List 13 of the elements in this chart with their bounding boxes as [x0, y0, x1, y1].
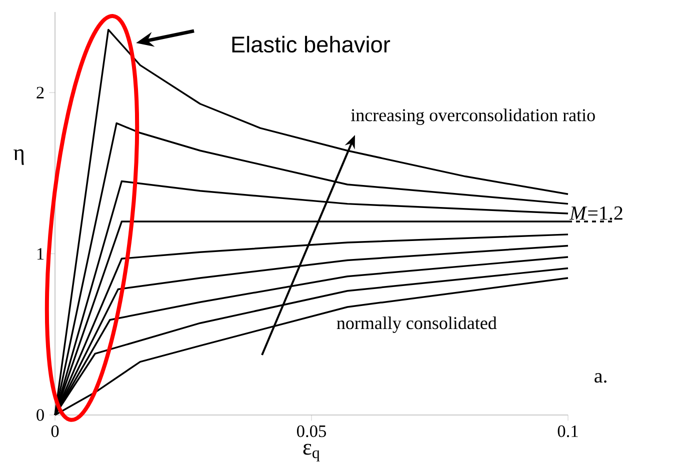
ref-line-label: M=1.2 — [569, 206, 622, 220]
y-tick-label: 1 — [37, 248, 44, 260]
y-tick-label: 2 — [36, 86, 44, 98]
x-tick-label: 0.05 — [297, 425, 326, 438]
x-tick-label: 0.1 — [558, 425, 578, 438]
annotation: Elastic behavior — [232, 36, 390, 53]
text: a. — [594, 373, 606, 383]
y-tick-label: 0 — [36, 409, 44, 421]
annotation: normally consolidated — [336, 316, 497, 333]
x-axis-title: ε$_{q}$ — [303, 444, 320, 462]
x-tick-label: 0 — [51, 425, 59, 438]
annotation: increasing overconsolidation ratio — [351, 108, 595, 125]
y-axis-title: η — [14, 149, 24, 165]
